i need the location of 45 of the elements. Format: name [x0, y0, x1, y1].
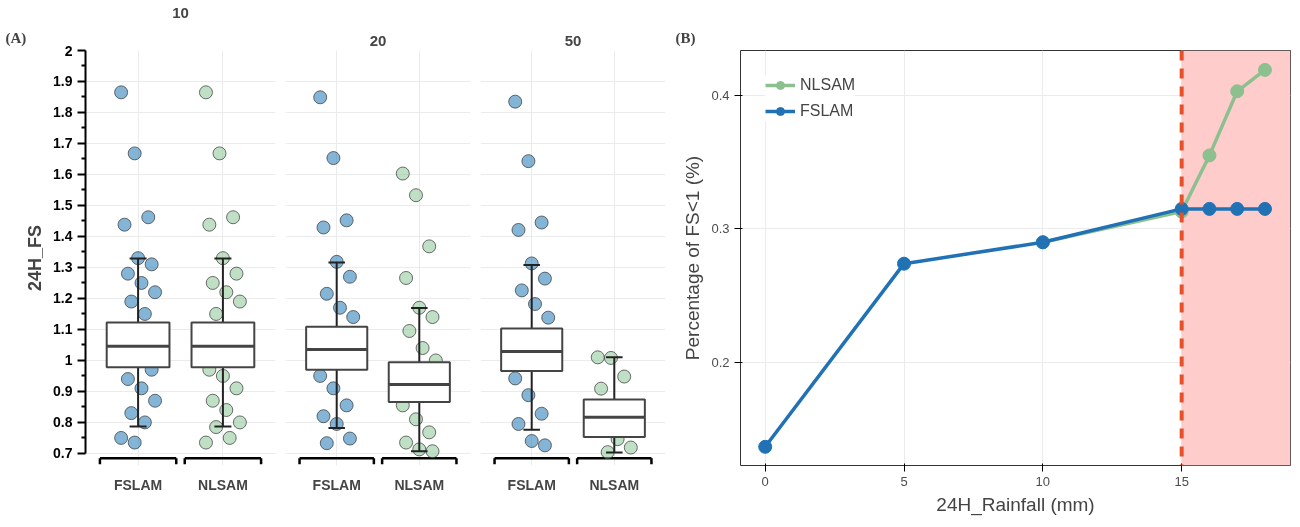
x-tick-label: 15 — [1174, 473, 1189, 489]
point — [1257, 201, 1272, 216]
y-tick-label: 0.7 — [53, 445, 73, 462]
x-tick-label: 0 — [761, 473, 769, 489]
point — [1230, 201, 1245, 216]
chart-title: 50 — [564, 31, 582, 49]
point — [1257, 62, 1272, 77]
text: (B) — [675, 29, 696, 47]
y-axis-title: Percentage of FS<1 (%) — [682, 155, 704, 361]
y-tick-label: 1.1 — [53, 321, 73, 338]
x-tick-label: 5 — [900, 473, 908, 489]
y-tick-label: 1.5 — [53, 197, 73, 214]
text: (A) — [5, 29, 27, 47]
point — [758, 439, 773, 454]
y-axis-title: 24H_FS — [25, 224, 46, 292]
x-tick-label: NLSAM — [198, 476, 248, 493]
legend-label: NLSAM — [800, 76, 856, 94]
y-tick-label: 0.4 — [711, 87, 730, 103]
x-tick-label: 10 — [1035, 473, 1051, 489]
y-tick-label: 0.8 — [53, 414, 73, 431]
x-tick-label: FSLAM — [507, 476, 556, 493]
y-tick-label: 1.4 — [53, 228, 73, 245]
point — [1230, 84, 1245, 99]
point — [897, 256, 912, 271]
point — [1202, 148, 1217, 163]
point — [1202, 201, 1217, 216]
y-tick-label: 1.6 — [53, 166, 73, 183]
x-axis-title: 24H_Rainfall (mm) — [936, 493, 1095, 516]
y-tick-label: 2 — [64, 42, 73, 59]
x-tick-label: NLSAM — [394, 476, 445, 493]
legend-label: FSLAM — [800, 102, 854, 120]
y-tick-label: 1.9 — [53, 73, 73, 90]
y-tick-label: 0.9 — [53, 383, 73, 400]
x-tick-label: NLSAM — [589, 476, 640, 493]
y-tick-label: 1.8 — [53, 104, 73, 121]
y-tick-label: 1.2 — [53, 290, 73, 307]
x-tick-label: FSLAM — [113, 476, 163, 493]
y-tick-label: 0.3 — [711, 221, 730, 237]
y-tick-label: 0.2 — [711, 355, 730, 371]
y-tick-label: 1 — [64, 352, 73, 369]
chart-title: 20 — [369, 31, 387, 49]
chart-title: 10 — [172, 3, 189, 21]
x-tick-label: FSLAM — [312, 476, 361, 493]
y-tick-label: 1.3 — [53, 259, 73, 276]
y-tick-label: 1.7 — [53, 135, 73, 152]
